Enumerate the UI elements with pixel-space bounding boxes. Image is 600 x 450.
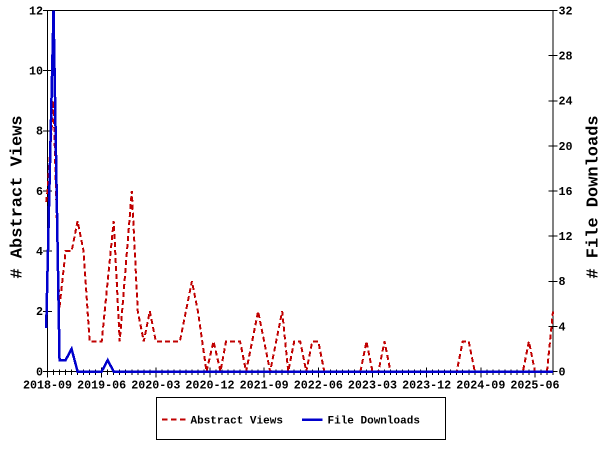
svg-text:2022-06: 2022-06	[294, 379, 343, 393]
svg-text:2021-09: 2021-09	[240, 379, 289, 393]
svg-text:File Downloads: File Downloads	[328, 416, 420, 428]
svg-text:8: 8	[559, 275, 566, 289]
svg-text:2024-09: 2024-09	[456, 379, 505, 393]
svg-text:2019-06: 2019-06	[77, 379, 126, 393]
svg-text:# File Downloads: # File Downloads	[585, 115, 600, 278]
svg-text:Abstract Views: Abstract Views	[191, 416, 283, 428]
svg-text:2020-03: 2020-03	[131, 379, 180, 393]
svg-text:10: 10	[29, 65, 43, 79]
svg-text:2: 2	[36, 305, 43, 319]
svg-text:12: 12	[29, 4, 43, 18]
svg-text:0: 0	[559, 365, 566, 379]
svg-text:2020-12: 2020-12	[185, 379, 234, 393]
svg-text:2023-12: 2023-12	[402, 379, 451, 393]
svg-text:# Abstract Views: # Abstract Views	[9, 115, 28, 278]
svg-text:0: 0	[36, 365, 43, 379]
svg-text:4: 4	[559, 320, 566, 334]
svg-text:20: 20	[559, 140, 573, 154]
svg-text:2018-09: 2018-09	[23, 379, 72, 393]
svg-text:32: 32	[559, 4, 573, 18]
svg-text:12: 12	[559, 230, 573, 244]
svg-text:16: 16	[559, 185, 573, 199]
svg-text:2023-03: 2023-03	[348, 379, 397, 393]
svg-text:6: 6	[36, 185, 43, 199]
svg-text:4: 4	[36, 245, 43, 259]
svg-text:8: 8	[36, 125, 43, 139]
svg-text:24: 24	[559, 95, 573, 109]
svg-text:28: 28	[559, 50, 573, 64]
svg-text:2025-06: 2025-06	[510, 379, 559, 393]
